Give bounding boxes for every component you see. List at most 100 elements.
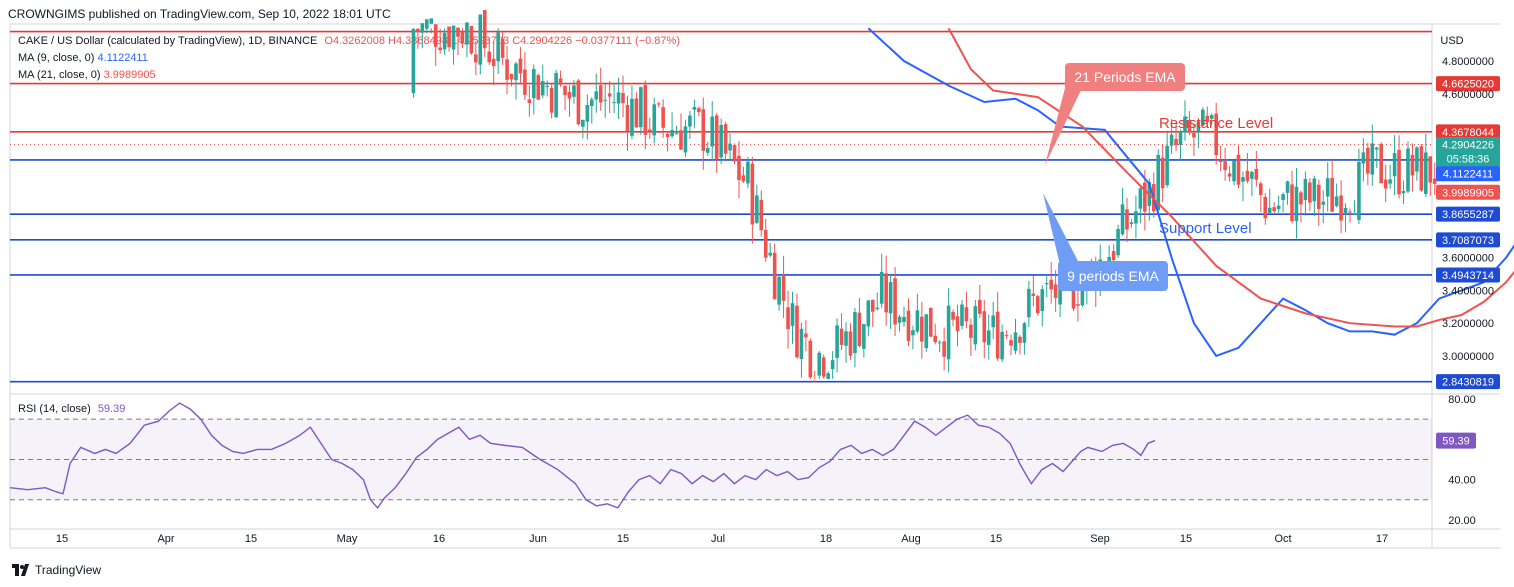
candle-body — [902, 316, 906, 323]
candle-body — [924, 314, 929, 349]
candle-body — [509, 73, 514, 80]
candle-body — [1151, 184, 1156, 212]
time-tick: Sep — [1090, 533, 1110, 545]
candle-body — [1183, 116, 1187, 133]
rsi-price-text: 59.39 — [1442, 436, 1470, 448]
candle-body — [1352, 213, 1357, 215]
candle-body — [746, 161, 750, 184]
candle-body — [759, 199, 764, 231]
rsi-value: 59.39 — [97, 403, 126, 415]
candle-body — [1125, 209, 1129, 230]
candle-body — [866, 300, 871, 327]
candle-body — [826, 373, 830, 379]
tradingview-label: TradingView — [35, 563, 102, 577]
ma9-label: MA (9, close, 0) — [18, 52, 95, 64]
time-tick: Aug — [901, 533, 921, 545]
candle-body — [549, 87, 554, 113]
candle-body — [1424, 152, 1428, 194]
candle-body — [1209, 115, 1214, 119]
candle-body — [777, 277, 781, 305]
level-price-text: 3.8655287 — [1442, 209, 1494, 221]
candle-body — [643, 85, 648, 135]
candle-body — [1388, 179, 1392, 184]
candle-body — [1116, 228, 1120, 256]
candle-body — [1232, 160, 1236, 182]
candle-body — [1044, 283, 1049, 285]
candle-body — [514, 63, 518, 81]
ohlc-values: O4.3262008 H4.3868498 L4.2593703 C4.2904… — [324, 35, 680, 47]
candle-body — [920, 316, 924, 342]
candle-body — [813, 380, 817, 382]
candle-body — [1276, 205, 1281, 210]
candle-body — [786, 307, 790, 330]
rsi-legend[interactable]: RSI (14, close) 59.39 — [18, 403, 125, 415]
candle-body — [928, 307, 933, 337]
tradingview-logo-icon — [12, 564, 29, 576]
price-tick: 3.0000000 — [1442, 351, 1494, 363]
candle-body — [1397, 149, 1401, 195]
candle-body — [1187, 119, 1192, 132]
candle-body — [621, 93, 625, 104]
candle-body — [1383, 179, 1388, 189]
level-price-tag — [1436, 152, 1500, 168]
price-tag-text: 4.2904226 — [1442, 140, 1494, 152]
time-tick: Jul — [711, 533, 725, 545]
time-tick: 15 — [56, 533, 68, 545]
candle-body — [603, 99, 607, 101]
candle-body — [946, 305, 951, 360]
candle-body — [487, 51, 492, 63]
currency-label: USD — [1440, 35, 1463, 47]
candle-body — [1093, 265, 1098, 290]
candle-body — [763, 230, 768, 258]
ma9-legend[interactable]: MA (9, close, 0) 4.1122411 — [18, 52, 148, 64]
candle-body — [741, 175, 746, 182]
symbol-legend[interactable]: CAKE / US Dollar (calculated by TradingV… — [18, 35, 680, 47]
candle-body — [732, 145, 737, 162]
candle-body — [768, 252, 772, 256]
candle-body — [1218, 160, 1223, 162]
ma21-legend[interactable]: MA (21, close, 0) 3.9989905 — [18, 69, 156, 81]
candle-body — [1241, 177, 1245, 182]
candle-body — [1138, 188, 1143, 209]
candle-body — [1236, 154, 1241, 185]
candle-body — [817, 352, 822, 376]
candle-body — [1325, 178, 1330, 197]
rsi-tick: 80.00 — [1448, 394, 1476, 406]
candle-body — [1089, 262, 1094, 271]
candle-body — [804, 333, 808, 338]
candle-body — [1178, 131, 1183, 145]
candle-body — [665, 133, 670, 137]
candle-body — [1196, 121, 1201, 132]
candle-body — [995, 311, 1000, 359]
level-price-tag — [1436, 76, 1500, 92]
ema9-callout-pointer — [1043, 193, 1080, 265]
candle-body — [1343, 207, 1348, 215]
rsi-band-fill — [10, 419, 1432, 500]
candle-body — [1223, 161, 1227, 171]
candle-body — [1013, 332, 1018, 351]
candle-body — [1031, 293, 1036, 296]
candle-body — [567, 91, 572, 99]
ema9-callout-text: 9 periods EMA — [1067, 268, 1159, 284]
time-tick: Apr — [157, 533, 174, 545]
candle-body — [772, 252, 777, 300]
tradingview-logo[interactable]: TradingView — [12, 563, 101, 577]
candle-body — [969, 324, 973, 338]
level-price-tag — [1436, 232, 1500, 248]
candle-body — [656, 103, 661, 105]
candle-body — [1254, 168, 1259, 180]
candle-body — [857, 312, 862, 346]
candle-body — [897, 316, 902, 323]
candle-body — [1272, 207, 1276, 212]
candle-body — [679, 130, 683, 150]
candle-body — [808, 340, 813, 378]
candle-body — [634, 98, 639, 128]
candle-body — [888, 282, 893, 314]
candle-body — [1245, 170, 1250, 182]
candle-body — [532, 69, 536, 99]
candle-body — [973, 306, 978, 345]
rsi-label: RSI (14, close) — [18, 403, 91, 415]
candle-body — [1316, 184, 1321, 210]
candle-body — [581, 119, 585, 127]
